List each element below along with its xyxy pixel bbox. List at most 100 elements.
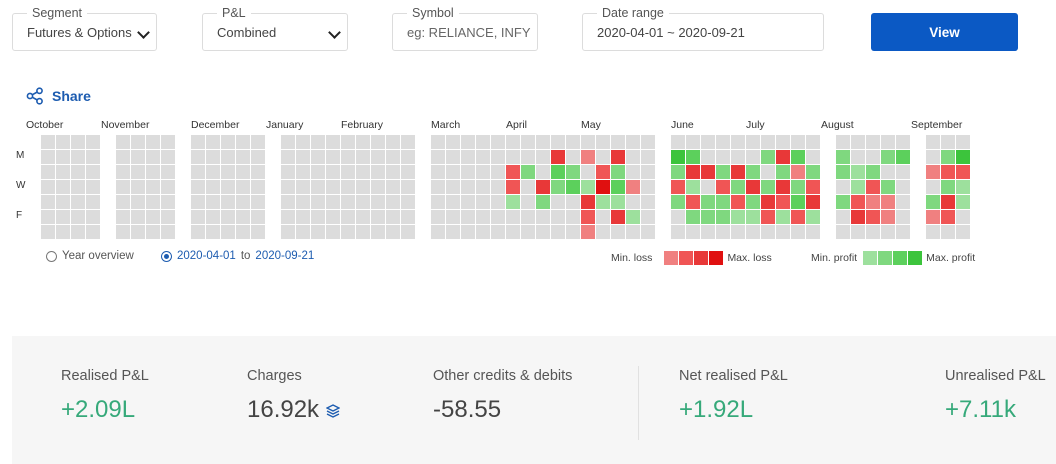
day-cell[interactable] — [341, 165, 355, 179]
day-cell[interactable] — [161, 165, 175, 179]
day-cell[interactable] — [86, 150, 100, 164]
day-cell[interactable] — [701, 210, 715, 224]
day-cell[interactable] — [41, 225, 55, 239]
day-cell[interactable] — [446, 210, 460, 224]
day-cell[interactable] — [881, 210, 895, 224]
day-cell[interactable] — [671, 150, 685, 164]
day-cell[interactable] — [866, 150, 880, 164]
day-cell[interactable] — [41, 180, 55, 194]
day-cell[interactable] — [281, 195, 295, 209]
day-cell[interactable] — [866, 180, 880, 194]
day-cell[interactable] — [401, 180, 415, 194]
day-cell[interactable] — [716, 195, 730, 209]
day-cell[interactable] — [131, 195, 145, 209]
day-cell[interactable] — [446, 165, 460, 179]
day-cell[interactable] — [941, 165, 955, 179]
day-cell[interactable] — [731, 150, 745, 164]
day-cell[interactable] — [386, 135, 400, 149]
day-cell[interactable] — [476, 180, 490, 194]
day-cell[interactable] — [566, 150, 580, 164]
day-cell[interactable] — [836, 180, 850, 194]
day-cell[interactable] — [356, 225, 370, 239]
day-cell[interactable] — [446, 180, 460, 194]
day-cell[interactable] — [401, 225, 415, 239]
day-cell[interactable] — [551, 135, 565, 149]
day-cell[interactable] — [701, 180, 715, 194]
day-cell[interactable] — [431, 150, 445, 164]
day-cell[interactable] — [296, 165, 310, 179]
day-cell[interactable] — [536, 195, 550, 209]
day-cell[interactable] — [731, 135, 745, 149]
day-cell[interactable] — [731, 225, 745, 239]
day-cell[interactable] — [281, 225, 295, 239]
day-cell[interactable] — [761, 165, 775, 179]
day-cell[interactable] — [896, 195, 910, 209]
day-cell[interactable] — [521, 135, 535, 149]
day-cell[interactable] — [806, 135, 820, 149]
day-cell[interactable] — [161, 180, 175, 194]
day-cell[interactable] — [581, 180, 595, 194]
day-cell[interactable] — [761, 180, 775, 194]
day-cell[interactable] — [881, 225, 895, 239]
day-cell[interactable] — [116, 165, 130, 179]
day-cell[interactable] — [296, 210, 310, 224]
day-cell[interactable] — [641, 180, 655, 194]
day-cell[interactable] — [296, 135, 310, 149]
day-cell[interactable] — [536, 210, 550, 224]
day-cell[interactable] — [791, 165, 805, 179]
day-cell[interactable] — [41, 195, 55, 209]
day-cell[interactable] — [791, 210, 805, 224]
day-cell[interactable] — [716, 225, 730, 239]
day-cell[interactable] — [806, 225, 820, 239]
day-cell[interactable] — [671, 210, 685, 224]
day-cell[interactable] — [776, 165, 790, 179]
day-cell[interactable] — [521, 165, 535, 179]
day-cell[interactable] — [731, 180, 745, 194]
day-cell[interactable] — [941, 225, 955, 239]
day-cell[interactable] — [446, 225, 460, 239]
day-cell[interactable] — [341, 195, 355, 209]
day-cell[interactable] — [836, 195, 850, 209]
day-cell[interactable] — [896, 180, 910, 194]
day-cell[interactable] — [461, 210, 475, 224]
day-cell[interactable] — [161, 135, 175, 149]
day-cell[interactable] — [806, 165, 820, 179]
day-cell[interactable] — [731, 210, 745, 224]
day-cell[interactable] — [221, 195, 235, 209]
day-cell[interactable] — [146, 225, 160, 239]
day-cell[interactable] — [596, 195, 610, 209]
day-cell[interactable] — [896, 135, 910, 149]
day-cell[interactable] — [881, 135, 895, 149]
day-cell[interactable] — [941, 180, 955, 194]
day-cell[interactable] — [236, 135, 250, 149]
day-cell[interactable] — [491, 180, 505, 194]
day-cell[interactable] — [596, 210, 610, 224]
day-cell[interactable] — [611, 135, 625, 149]
day-cell[interactable] — [626, 135, 640, 149]
day-cell[interactable] — [536, 135, 550, 149]
day-cell[interactable] — [506, 165, 520, 179]
day-cell[interactable] — [716, 180, 730, 194]
day-cell[interactable] — [641, 135, 655, 149]
day-cell[interactable] — [326, 225, 340, 239]
day-cell[interactable] — [131, 225, 145, 239]
day-cell[interactable] — [356, 210, 370, 224]
day-cell[interactable] — [701, 135, 715, 149]
day-cell[interactable] — [716, 150, 730, 164]
day-cell[interactable] — [686, 135, 700, 149]
day-cell[interactable] — [551, 150, 565, 164]
day-cell[interactable] — [296, 150, 310, 164]
day-cell[interactable] — [71, 150, 85, 164]
day-cell[interactable] — [551, 165, 565, 179]
day-cell[interactable] — [926, 195, 940, 209]
day-cell[interactable] — [566, 135, 580, 149]
day-cell[interactable] — [701, 150, 715, 164]
day-cell[interactable] — [56, 165, 70, 179]
day-cell[interactable] — [566, 225, 580, 239]
day-cell[interactable] — [446, 135, 460, 149]
day-cell[interactable] — [386, 180, 400, 194]
day-cell[interactable] — [941, 150, 955, 164]
day-cell[interactable] — [431, 195, 445, 209]
day-cell[interactable] — [866, 195, 880, 209]
day-cell[interactable] — [476, 225, 490, 239]
